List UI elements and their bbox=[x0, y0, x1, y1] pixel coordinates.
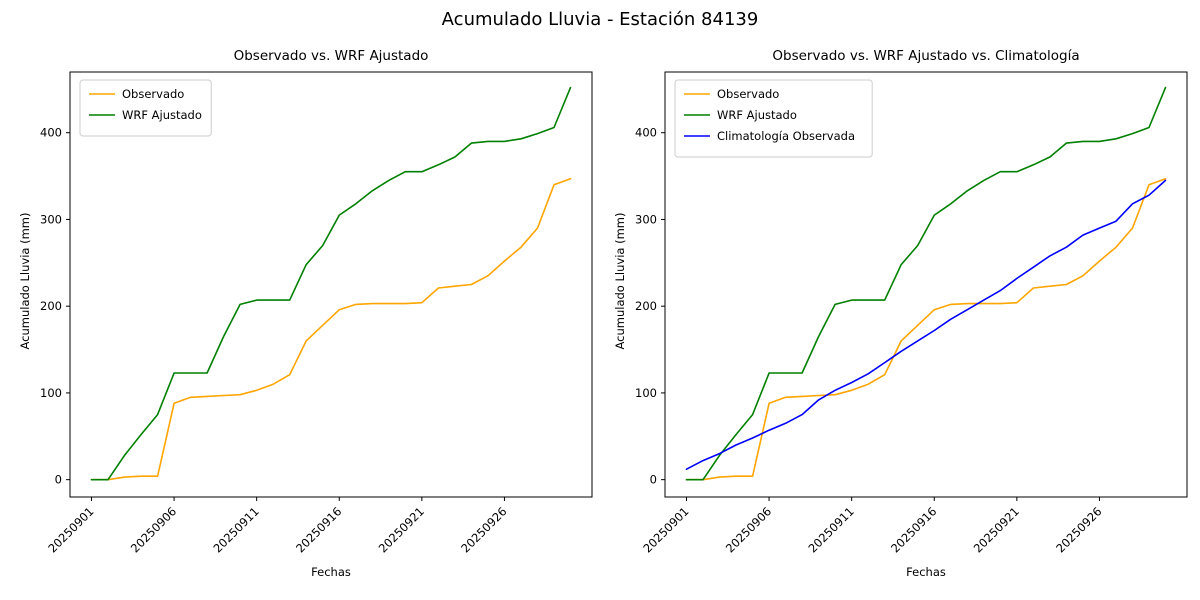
subplot-2-xlabel: Fechas bbox=[906, 565, 946, 579]
x-tick-label: 20250901 bbox=[45, 504, 96, 555]
axes-frame bbox=[69, 71, 593, 498]
series-line-climatolog-a-observada bbox=[685, 179, 1167, 471]
x-tick-label: 20250906 bbox=[723, 504, 774, 555]
x-tick-label: 20250921 bbox=[971, 504, 1022, 555]
legend-label: Observado bbox=[717, 87, 779, 101]
subplot-1: 0 100 200 300 400 20250901 20250906 20250911 202… bbox=[40, 71, 593, 556]
legend-label: Observado bbox=[122, 87, 184, 101]
y-tick-label: 100 bbox=[635, 386, 657, 400]
series-line-observado bbox=[685, 177, 1167, 481]
series-line-wrf-ajustado bbox=[90, 86, 572, 481]
legend: Observado WRF Ajustado bbox=[79, 79, 212, 137]
y-tick-label: 300 bbox=[635, 212, 657, 226]
x-tick-label: 20250916 bbox=[888, 504, 939, 555]
axes-frame bbox=[664, 71, 1188, 498]
x-tick-label: 20250911 bbox=[210, 504, 261, 555]
subplot-2: 0 100 200 300 400 20250901 20250906 20250911 202… bbox=[635, 71, 1188, 556]
legend-box bbox=[674, 79, 873, 158]
x-tick-label: 20250916 bbox=[293, 504, 344, 555]
figure-title: Acumulado Lluvia - Estación 84139 bbox=[441, 9, 759, 30]
subplot-2-title: Observado vs. WRF Ajustado vs. Climatolo… bbox=[772, 48, 1080, 64]
x-tick-label: 20250911 bbox=[805, 504, 856, 555]
y-tick-label: 0 bbox=[650, 473, 657, 487]
y-tick-label: 200 bbox=[635, 299, 657, 313]
y-tick-label: 200 bbox=[40, 299, 62, 313]
y-tick-label: 0 bbox=[55, 473, 62, 487]
x-tick-label: 20250926 bbox=[1053, 504, 1104, 555]
x-tick-label: 20250906 bbox=[128, 504, 179, 555]
legend-label: Climatología Observada bbox=[717, 129, 855, 143]
x-tick-label: 20250901 bbox=[640, 504, 691, 555]
series-line-observado bbox=[90, 177, 572, 481]
legend-label: WRF Ajustado bbox=[717, 108, 797, 122]
subplot-1-title: Observado vs. WRF Ajustado bbox=[233, 48, 429, 64]
x-tick-label: 20250921 bbox=[376, 504, 427, 555]
series-line-wrf-ajustado bbox=[685, 86, 1167, 481]
y-tick-label: 300 bbox=[40, 212, 62, 226]
y-tick-label: 400 bbox=[40, 126, 62, 140]
subplot-1-xlabel: Fechas bbox=[311, 565, 351, 579]
legend-label: WRF Ajustado bbox=[122, 108, 202, 122]
y-tick-label: 400 bbox=[635, 126, 657, 140]
y-tick-label: 100 bbox=[40, 386, 62, 400]
x-tick-label: 20250926 bbox=[458, 504, 509, 555]
legend: Observado WRF Ajustado Climatología Observ… bbox=[674, 79, 873, 158]
